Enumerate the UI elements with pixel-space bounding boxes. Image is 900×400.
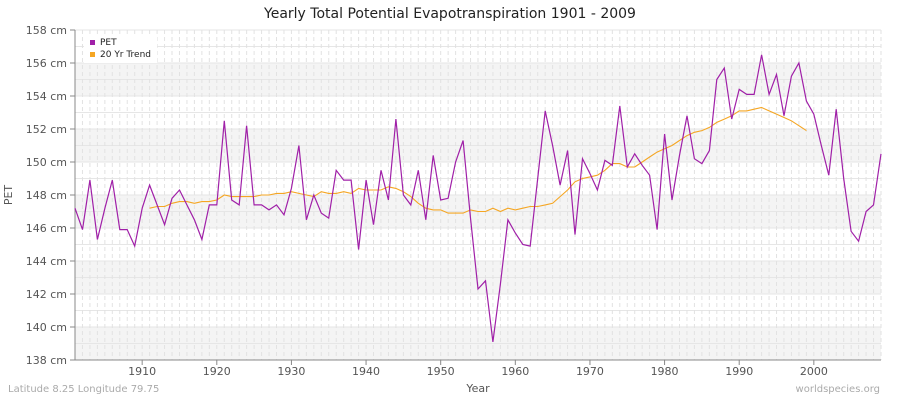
legend-swatch-trend <box>90 52 95 57</box>
legend-item-trend: 20 Yr Trend <box>90 49 151 61</box>
y-tick-label: 144 cm <box>26 255 67 268</box>
x-tick-label: 1950 <box>427 365 455 378</box>
y-tick-label: 148 cm <box>26 189 67 202</box>
legend-label-pet: PET <box>100 38 117 48</box>
series-line-trend <box>149 106 807 214</box>
x-tick-label: 1960 <box>501 365 529 378</box>
x-tick-label: 1980 <box>651 365 679 378</box>
y-axis-label: PET <box>2 185 15 206</box>
x-tick-label: 1990 <box>725 365 753 378</box>
legend: PET 20 Yr Trend <box>84 35 158 63</box>
legend-label-trend: 20 Yr Trend <box>100 50 152 60</box>
x-tick-label: 1940 <box>352 365 380 378</box>
x-tick-label: 1920 <box>203 365 231 378</box>
y-tick-label: 142 cm <box>26 288 67 301</box>
y-tick-label: 150 cm <box>26 156 67 169</box>
y-tick-label: 140 cm <box>26 321 67 334</box>
series-line-pet <box>74 54 882 342</box>
y-tick-label: 156 cm <box>26 57 67 70</box>
source-caption: worldspecies.org <box>795 384 880 395</box>
x-tick-label: 1970 <box>576 365 604 378</box>
y-tick-label: 154 cm <box>26 90 67 103</box>
y-tick-label: 158 cm <box>26 24 67 37</box>
y-tick-label: 146 cm <box>26 222 67 235</box>
x-tick-label: 1910 <box>128 365 156 378</box>
chart-title: Yearly Total Potential Evapotranspiratio… <box>264 6 636 22</box>
y-tick-label: 152 cm <box>26 123 67 136</box>
legend-swatch-pet <box>90 40 95 45</box>
x-axis-label: Year <box>465 382 490 395</box>
x-tick-label: 1930 <box>277 365 305 378</box>
y-tick-label: 138 cm <box>26 354 67 367</box>
x-tick-label: 2000 <box>800 365 828 378</box>
legend-item-pet: PET <box>90 37 151 49</box>
location-caption: Latitude 8.25 Longitude 79.75 <box>8 384 160 395</box>
